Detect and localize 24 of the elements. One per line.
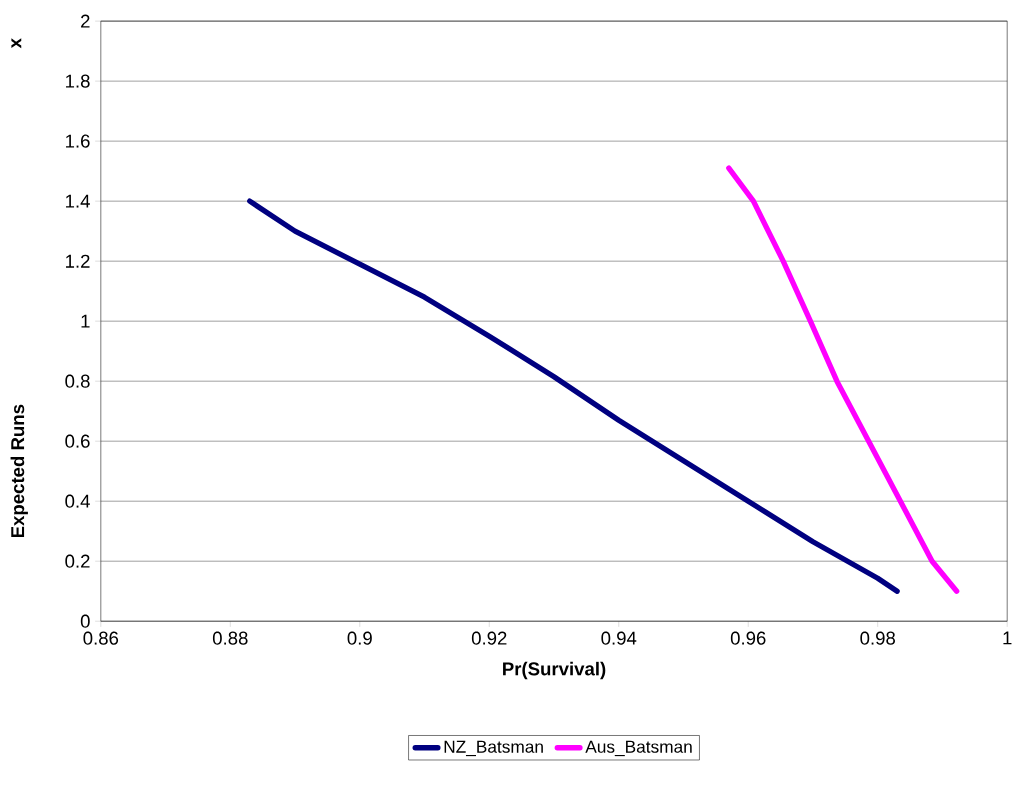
y-tick-label: 1.4 — [66, 194, 90, 208]
y-tick-label: 0 — [80, 614, 90, 628]
y-tick-label: 1.2 — [66, 254, 90, 268]
y-axis-title: Expected Runs — [10, 404, 28, 537]
x-tick-label: 0.92 — [471, 631, 507, 645]
x-tick-label: 0.88 — [212, 631, 248, 645]
x-tick-label: 1 — [1003, 631, 1012, 645]
legend-label: NZ_Batsman — [444, 740, 543, 756]
y-tick-label: 0.8 — [65, 374, 90, 388]
y-tick-label: 2 — [81, 14, 90, 28]
x-axis-title: Pr(Survival) — [503, 661, 606, 679]
y-tick-label: 0.2 — [65, 554, 90, 568]
legend-label: Aus_Batsman — [585, 740, 692, 756]
x-tick-label: 0.94 — [601, 631, 637, 645]
x-tick-label: 0.9 — [347, 631, 372, 645]
x-tick-label: 0.98 — [860, 631, 896, 645]
y-tick-label: 1 — [81, 314, 90, 328]
y-tick-label: 0.4 — [65, 494, 90, 508]
x-tick-label: 0.86 — [83, 631, 119, 645]
text: x — [11, 37, 22, 49]
y-tick-label: 0.6 — [65, 434, 90, 448]
y-tick-label: 1.6 — [66, 134, 90, 148]
y-tick-label: 1.8 — [66, 74, 90, 88]
x-tick-label: 0.96 — [730, 631, 766, 645]
